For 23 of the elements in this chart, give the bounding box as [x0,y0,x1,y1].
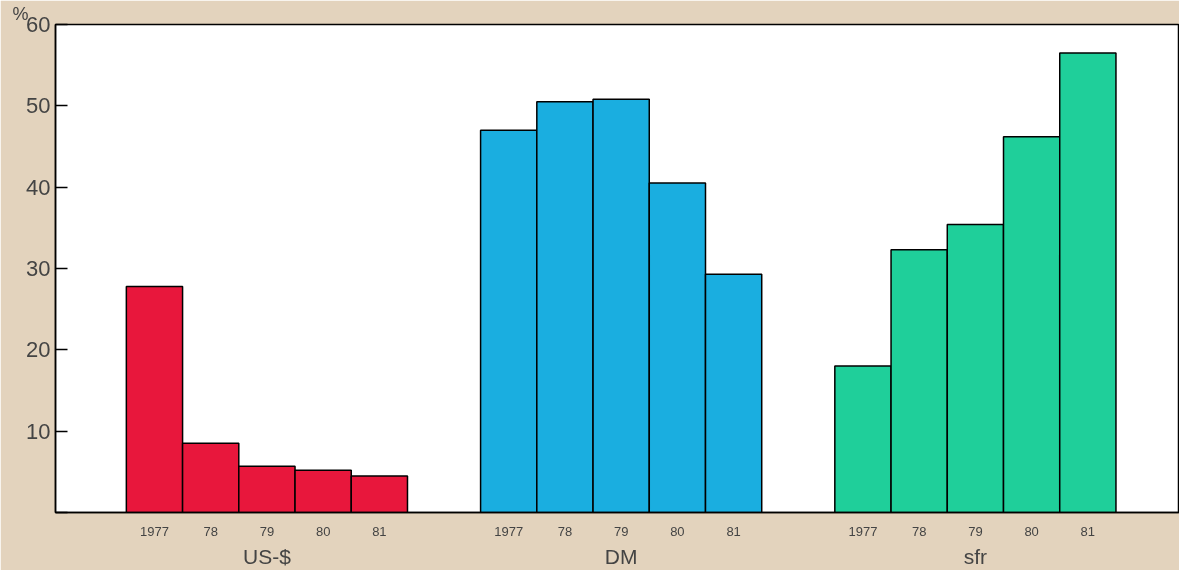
y-tick-label: 30 [26,256,51,281]
series-label: 79 [259,523,275,539]
text: 1977 [848,523,878,539]
y-tick-label: 40 [26,174,51,200]
series-label: 81 [372,523,387,539]
x-tick-label: sfr [963,544,988,568]
text: 81 [726,523,741,539]
y-tick-label: 20 [26,337,51,363]
text: 79 [613,523,629,539]
text: 79 [968,523,983,539]
text: 78 [911,523,927,539]
text: 80 [1024,523,1039,539]
y-tick-label: 50 [26,93,51,119]
y-tick-label: 10 [26,418,51,444]
x-tick-label: DM [604,544,638,568]
x-tick-label: US-$ [243,544,292,568]
text: 80 [670,523,685,539]
series-label: 78 [203,523,218,539]
text: 81 [1080,523,1096,539]
series-label: 1977 [140,523,169,539]
text: 1977 [494,523,524,539]
series-label: 80 [315,523,331,539]
text: 78 [557,523,573,539]
